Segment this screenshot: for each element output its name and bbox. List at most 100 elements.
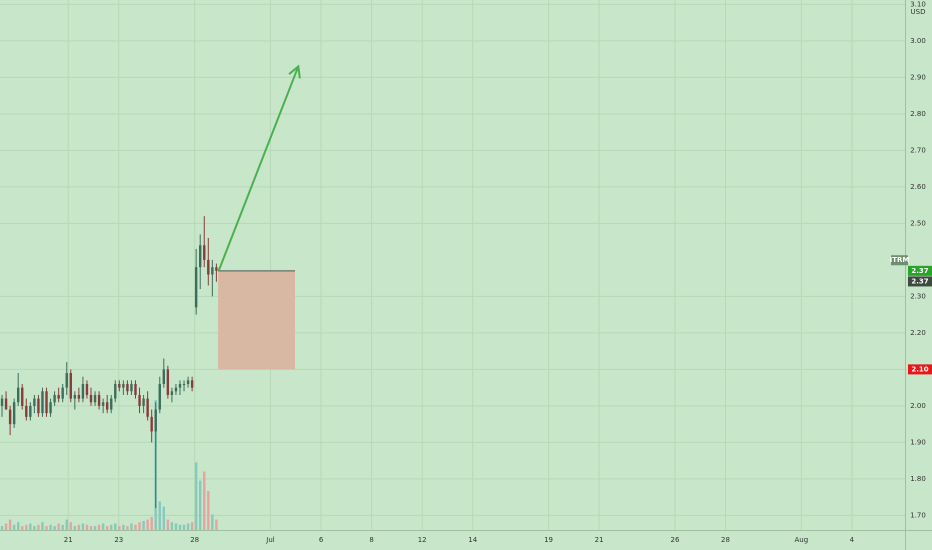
candle-body (0, 398, 4, 406)
volume-bar (97, 524, 101, 530)
candle-body (170, 391, 174, 395)
volume-bar (182, 524, 186, 530)
volume-bar (4, 523, 8, 530)
candle-body (49, 402, 52, 414)
y-tick-label: 2.70 (910, 146, 926, 154)
volume-bar (77, 524, 81, 530)
volume-bar (21, 526, 24, 530)
volume-bar (190, 522, 194, 530)
candle-body (118, 383, 121, 388)
volume-bar (122, 524, 125, 530)
candle-body (126, 383, 129, 392)
volume-bar (114, 523, 117, 530)
stop-price-label: 2.10 (911, 365, 928, 373)
candle-body (45, 391, 48, 414)
candle-body (178, 383, 182, 388)
volume-bar (215, 519, 218, 530)
candle-body (166, 369, 170, 395)
entry-price-label: 2.37 (911, 277, 928, 285)
last-price-label-box (908, 265, 932, 276)
y-tick-label: 3.10 (910, 0, 926, 8)
candle-body (134, 383, 137, 395)
candle-body (12, 402, 16, 425)
volume-bar (105, 526, 109, 530)
volume-bar (186, 523, 190, 530)
x-tick-label: 21 (595, 536, 604, 544)
volume-bar (0, 526, 4, 530)
volume-bar (12, 524, 16, 530)
volume-bar (166, 519, 170, 530)
candle-body (162, 369, 166, 384)
volume-bar (162, 506, 166, 530)
y-tick-label: 1.70 (910, 511, 926, 519)
candle-body (65, 373, 68, 388)
candle-body (73, 394, 77, 399)
candle-body (194, 267, 198, 308)
x-tick-label: 8 (369, 536, 373, 544)
y-tick-label: 2.30 (910, 292, 926, 300)
candle-body (158, 383, 161, 410)
volume-bar (110, 524, 113, 530)
volume-bar (37, 524, 40, 530)
volume-bar (33, 526, 36, 530)
y-tick-label: 1.80 (910, 475, 926, 483)
candle-body (114, 383, 117, 399)
candle-body (215, 267, 218, 271)
x-tick-label: 12 (418, 536, 427, 544)
last-price-label: 2.37 (911, 267, 928, 275)
volume-bar (146, 519, 149, 530)
candle-body (97, 394, 101, 406)
candle-body (8, 409, 12, 425)
volume-bar (61, 524, 64, 530)
candle-body (53, 394, 56, 403)
x-tick-label: 6 (319, 536, 324, 544)
y-tick-label: 2.80 (910, 110, 926, 118)
x-tick-label: 23 (114, 536, 123, 544)
volume-bar (17, 522, 20, 530)
y-tick-label: 2.00 (910, 402, 926, 410)
volume-bar (130, 523, 133, 530)
volume-bar (142, 520, 145, 530)
candle-body (182, 383, 186, 385)
volume-bar (178, 524, 182, 530)
x-tick-label: 28 (721, 536, 730, 544)
candle-body (186, 380, 190, 384)
candle-body (110, 398, 113, 410)
candle-body (130, 383, 133, 392)
stop-zone (218, 270, 296, 370)
candle-body (199, 245, 202, 268)
volume-bar (45, 526, 48, 530)
candle-body (37, 398, 40, 414)
x-tick-label: 21 (64, 536, 73, 544)
candle-body (81, 383, 85, 399)
candle-body (154, 409, 157, 432)
volume-bar (138, 522, 141, 530)
x-tick-label: 28 (190, 536, 199, 544)
candle-body (93, 394, 97, 403)
volume-bar (211, 514, 214, 530)
volume-bar (93, 526, 97, 530)
candle-body (21, 387, 24, 406)
volume-bar (25, 524, 28, 530)
volume-bar (158, 501, 161, 530)
volume-bar (57, 523, 60, 530)
y-tick-label: 2.60 (910, 183, 926, 191)
arrow-line (217, 66, 300, 272)
y-tick-label: 2.20 (910, 329, 926, 337)
candle-body (207, 259, 210, 275)
symbol-label-box (891, 255, 908, 266)
candle-body (89, 394, 93, 403)
stop-price-label-box (908, 364, 932, 375)
volume-bar (174, 523, 178, 530)
volume-bar (41, 522, 44, 530)
candle-body (203, 245, 206, 260)
entry-price-label-box (908, 276, 932, 287)
y-tick-label: 3.00 (910, 37, 926, 45)
volume-bar (194, 462, 198, 530)
x-tick-label: 26 (670, 536, 679, 544)
candle-body (85, 383, 89, 395)
candle-body (101, 402, 105, 406)
volume-bar (126, 526, 129, 530)
candle-body (33, 398, 36, 406)
